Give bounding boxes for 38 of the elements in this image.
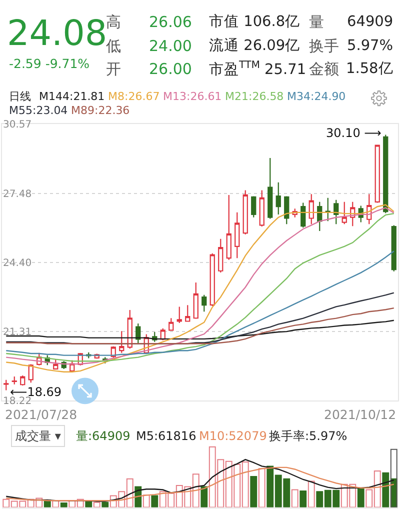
text: M21:26.58 [225, 90, 284, 103]
text: -2.59 -9.71% [9, 56, 90, 71]
y-tick-label: 30.57 [3, 120, 32, 131]
annotation: 30.10 ⟶ [326, 126, 382, 140]
text: 量:64909 [76, 429, 130, 443]
y-tick-label: 27.48 [3, 188, 32, 200]
text: 1.58亿 [346, 61, 394, 77]
text: 量 [309, 13, 324, 31]
text: 2021/07/28 [5, 407, 78, 422]
text: 64909 [347, 14, 394, 30]
text: M144:21.81 [39, 90, 105, 103]
text: 24.00 [149, 37, 192, 55]
text: 2021/10/12 [324, 407, 396, 422]
text: 市值 106.8亿 [209, 13, 300, 30]
legend-title: 日线 [9, 90, 31, 103]
text: M55:23.04 [9, 104, 68, 117]
text: 换手率:5.97% [269, 429, 348, 443]
text: M8:26.67 [108, 90, 160, 103]
text: 金额 [309, 60, 339, 78]
text: 换手 [309, 37, 339, 55]
y-tick-label: 24.40 [3, 258, 32, 269]
text: M5:61816 [136, 429, 196, 443]
text: 高 [106, 13, 121, 31]
text: 流通 26.09亿 [209, 37, 300, 54]
legend-title: 成交量 ▾ [15, 429, 61, 443]
y-tick-label: 21.31 [3, 327, 32, 338]
y-tick-label: 18.22 [3, 396, 32, 408]
text: M10:52079 [199, 429, 267, 443]
text: 24.08 [7, 14, 108, 54]
text: 26.00 [149, 60, 192, 78]
text: 开 [106, 60, 121, 78]
text: 低 [106, 37, 121, 55]
text: M34:24.90 [287, 90, 346, 103]
text: M13:26.61 [163, 90, 222, 103]
text: 26.06 [149, 13, 192, 31]
text: 市盈$^{TTM}$ 25.71 [209, 60, 306, 78]
text: M89:22.36 [71, 104, 130, 117]
text: 5.97% [347, 38, 394, 54]
